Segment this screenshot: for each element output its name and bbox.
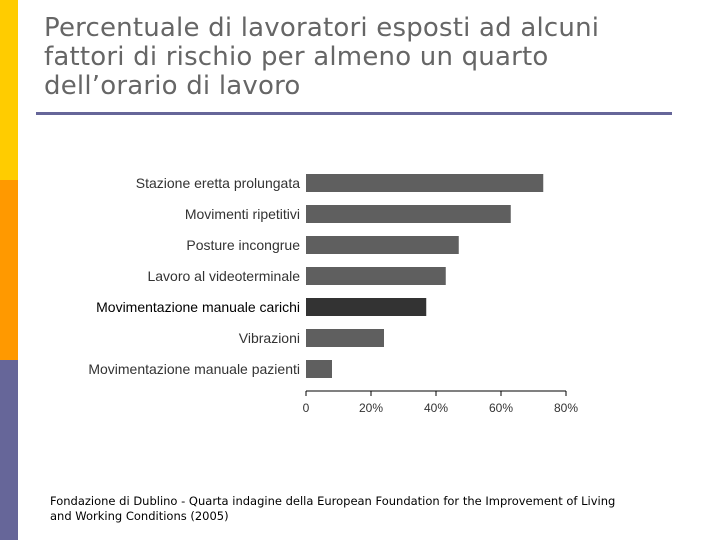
bar (306, 360, 332, 378)
bar (306, 236, 459, 254)
category-label: Movimentazione manuale pazienti (88, 361, 300, 377)
category-label: Vibrazioni (239, 330, 300, 346)
accent-stripe-orange (0, 180, 18, 360)
bar (306, 329, 384, 347)
category-label: Movimenti ripetitivi (185, 206, 300, 222)
slide-title: Percentuale di lavoratori esposti ad alc… (44, 13, 600, 101)
bar (306, 205, 511, 223)
category-label: Posture incongrue (186, 237, 300, 253)
bar-chart: Stazione eretta prolungata Movimenti ripe… (88, 174, 578, 415)
bar (306, 267, 446, 285)
x-tick-label: 80% (554, 401, 578, 415)
category-label: Lavoro al videoterminale (147, 268, 300, 284)
source-note: Fondazione di Dublino - Quarta indagine … (50, 494, 616, 523)
title-underline (36, 112, 672, 115)
bar (306, 298, 427, 316)
accent-stripe-yellow (0, 0, 18, 180)
x-tick-label: 0 (303, 401, 310, 415)
category-label: Stazione eretta prolungata (136, 175, 300, 191)
x-tick-label: 40% (424, 401, 448, 415)
x-tick-label: 60% (489, 401, 513, 415)
x-tick-label: 20% (359, 401, 383, 415)
accent-stripe-purple (0, 360, 18, 540)
category-label: Movimentazione manuale carichi (96, 299, 300, 315)
bar (306, 174, 544, 192)
